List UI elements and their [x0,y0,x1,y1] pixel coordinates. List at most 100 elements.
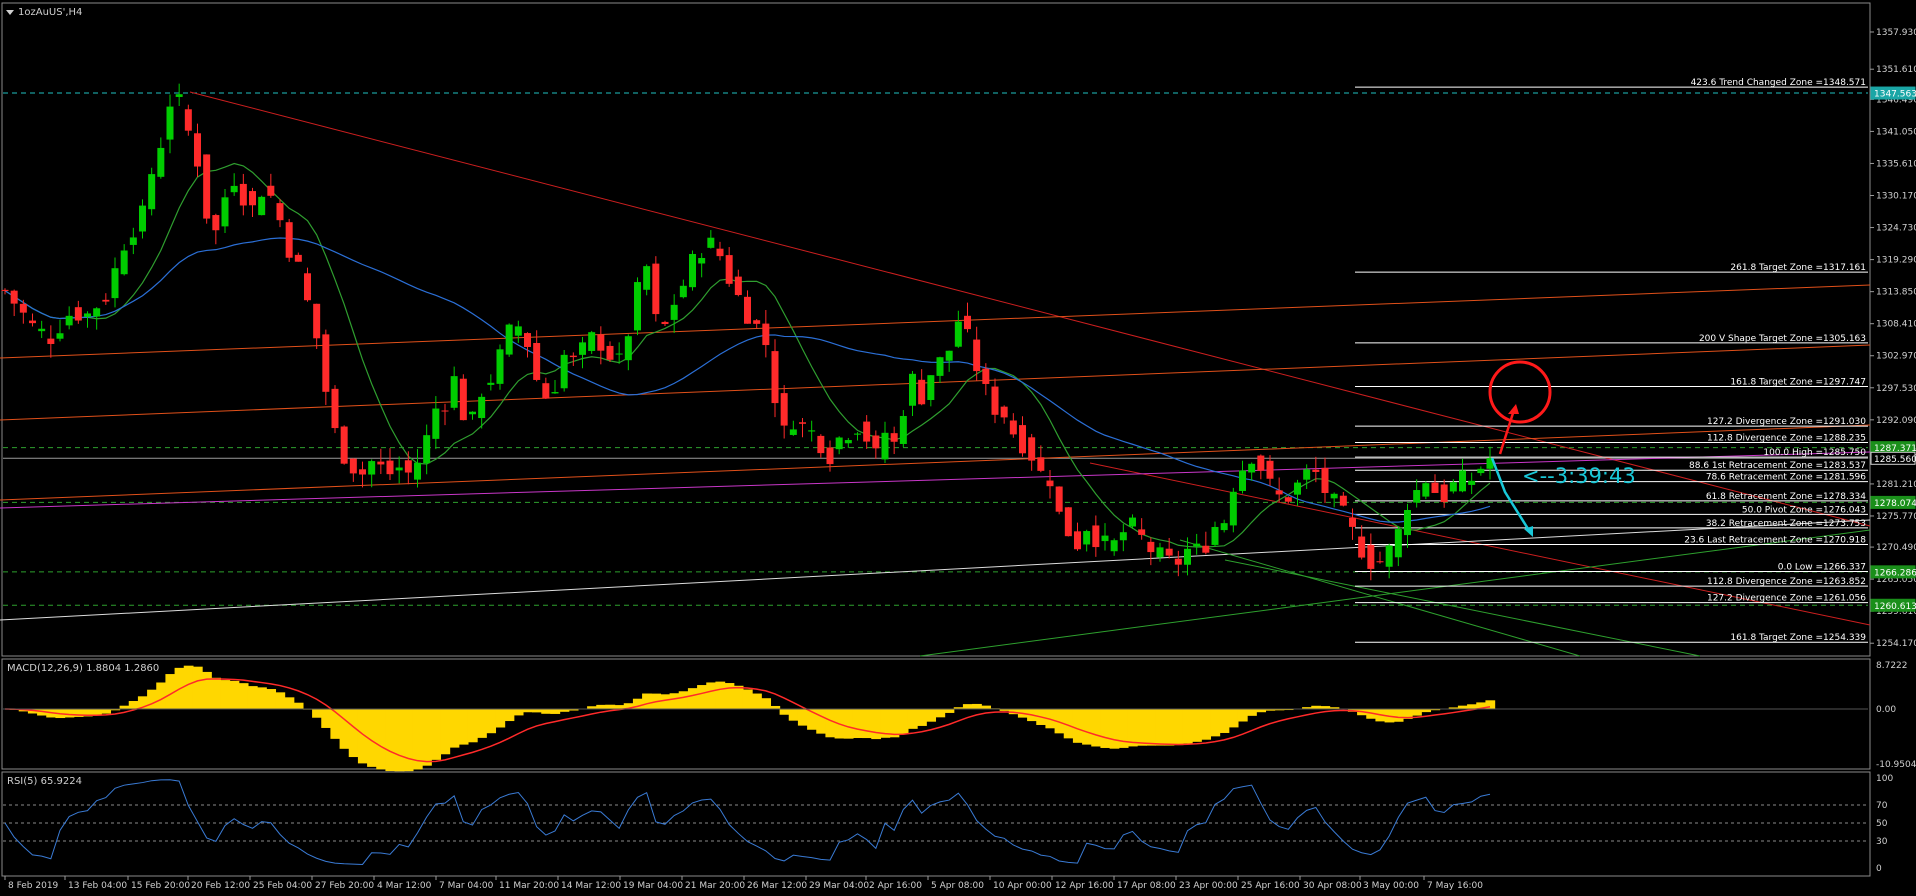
candle-body [579,342,586,355]
time-axis: 8 Feb 2019 13 Feb 04:00 15 Feb 20:00 20 Feb… [4,876,1483,891]
time-tick-label: 8 Feb 2019 [8,881,59,891]
trendline-magenta [0,451,1871,509]
time-tick-label: 20 Feb 12:00 [191,881,250,891]
price-tick-label: 1351.610 [1876,65,1916,75]
macd-bar [467,708,478,743]
candle-body [1449,482,1457,492]
candle-body [359,469,366,475]
macd-bar [752,693,762,709]
macd-bar [37,708,47,716]
candle-body [505,324,513,355]
trendline-channel-base [0,424,1871,501]
fib-level-label: 88.6 1st Retracement Zone =1283.537 [1689,461,1866,471]
candle-body [753,320,761,324]
macd-bar [889,708,900,738]
macd-bar [1164,708,1175,746]
macd-bar [284,697,295,709]
candle-body [129,237,137,245]
candle-body [918,379,926,405]
trendline-major-down [189,91,1871,527]
candle-body [487,382,495,385]
macd-bar [1182,708,1193,744]
candle-body [1193,543,1201,547]
rsi-tick-label: 30 [1876,837,1888,847]
candle-body [725,255,733,284]
macd-bar [1467,704,1477,709]
candle-body [899,415,907,444]
macd-bar [999,708,1010,711]
macd-bar [92,708,102,716]
macd-bar [944,708,955,713]
candle-body [1330,493,1338,499]
trendline-minor-down [1089,462,1871,626]
macd-bar [1421,708,1432,713]
candle-body [102,299,110,302]
macd-bar [220,680,231,709]
candle-body [1,289,9,291]
macd-bar [1072,708,1083,743]
fib-level-label: 127.2 Divergence Zone =1291.030 [1707,417,1866,427]
rsi-label: RSI(5) 65.9224 [7,776,82,787]
candle-body [120,250,128,275]
macd-bar [1402,708,1413,719]
candle-body [1083,531,1091,545]
macd-bar [357,708,368,764]
candle-body [230,185,238,193]
candle-body [514,326,522,336]
macd-bar [192,666,203,709]
macd-tick-label: 8.7222 [1876,661,1908,671]
price-badge-box [1870,451,1916,465]
macd-bar [412,708,423,770]
candle-body [294,254,302,262]
candle-body [863,421,871,442]
candle-body [1165,548,1173,556]
candle-body [1385,545,1393,567]
candle-body [524,333,531,347]
macd-bar [825,708,836,738]
macd-bar [770,705,781,709]
price-tick-label: 1292.090 [1876,416,1916,426]
macd-bar [202,671,212,709]
candle-body [826,447,834,465]
macd-bar [972,703,982,709]
candle-body [1119,532,1127,541]
candle-body [441,410,449,412]
macd-bar [807,708,817,730]
candle-body [1459,470,1466,492]
macd-bar [1274,708,1285,711]
candles [1,83,1494,581]
candle-body [615,353,623,355]
macd-bar [385,708,396,772]
price-tick-label: 1341.050 [1876,127,1916,137]
candle-body [1266,460,1274,479]
price-tick-label: 1346.490 [1876,95,1916,105]
candle-body [322,334,330,392]
chevron-down-icon[interactable] [6,10,14,15]
candle-body [47,338,55,344]
macd-tick-label: 0.00 [1876,705,1896,715]
macd-bar [165,674,176,709]
candle-body [450,376,458,408]
time-tick-label: 15 Feb 20:00 [131,881,190,891]
macd-bar [715,681,726,709]
candle-body [166,106,174,140]
macd-bar [587,706,597,709]
projection-up-arrow [1498,409,1516,455]
candle-body [139,205,146,232]
macd-bar [1127,708,1138,747]
price-tick-label: 1275.770 [1876,512,1916,522]
macd-bar [1155,708,1166,746]
candle-body [1284,497,1292,502]
time-tick-label: 4 Mar 12:00 [377,881,432,891]
candle-body [624,336,632,361]
candle-body [1239,470,1246,491]
candle-body [377,461,385,465]
macd-bar [1228,708,1239,728]
macd-bar [1192,708,1202,742]
macd-bar [110,708,121,711]
macd-bar [1283,708,1294,711]
candle-body [267,185,275,196]
candle-body [1339,495,1347,506]
macd-bar [880,708,891,738]
